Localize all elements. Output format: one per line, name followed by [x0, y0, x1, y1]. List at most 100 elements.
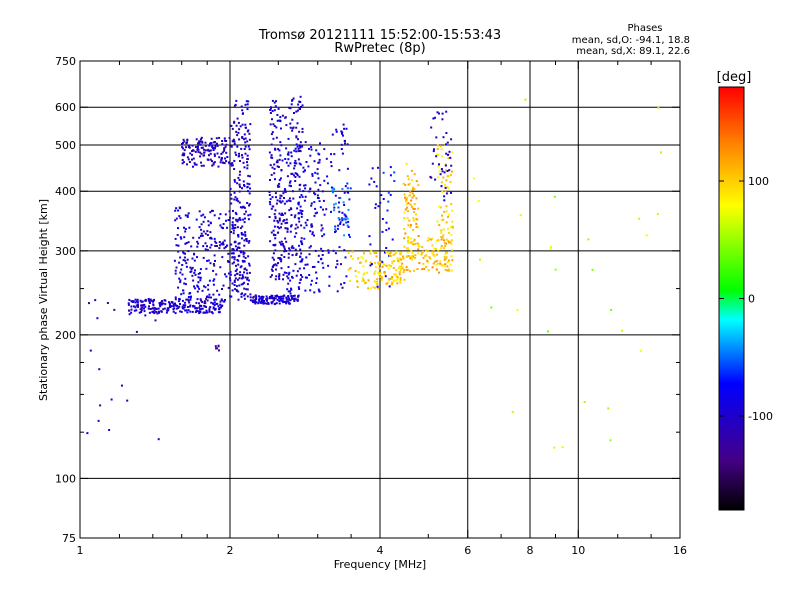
data-point [246, 288, 249, 291]
data-point [403, 193, 406, 196]
data-point [179, 279, 182, 282]
data-point [238, 201, 241, 204]
data-point [433, 247, 436, 250]
data-point [294, 297, 297, 300]
data-point [300, 237, 303, 240]
data-point [130, 305, 133, 308]
data-point [202, 213, 205, 216]
data-point [406, 255, 409, 258]
data-point [235, 153, 238, 156]
data-point [281, 114, 284, 117]
data-point [161, 300, 164, 302]
data-point [177, 209, 180, 212]
data-point [295, 223, 298, 226]
data-point [277, 221, 280, 224]
data-point [301, 131, 304, 133]
data-point [376, 285, 379, 288]
data-point [413, 194, 416, 197]
data-point [197, 150, 200, 153]
data-point [208, 310, 211, 313]
data-point [448, 232, 450, 234]
data-point [343, 213, 346, 216]
data-point [343, 127, 346, 130]
data-point [236, 134, 239, 137]
data-point [432, 262, 435, 265]
data-point [443, 228, 446, 231]
data-point [181, 264, 184, 266]
data-point [405, 203, 408, 206]
data-point [413, 173, 416, 176]
data-point [645, 234, 648, 237]
data-point [373, 280, 376, 283]
data-point [434, 116, 436, 119]
data-point [439, 206, 442, 209]
data-point [356, 286, 359, 289]
data-point [385, 221, 388, 224]
data-point [282, 278, 284, 281]
data-point [127, 302, 130, 305]
data-point [246, 283, 249, 286]
data-point [427, 269, 430, 272]
data-point [279, 298, 282, 301]
data-point [280, 144, 283, 147]
data-point [450, 226, 452, 228]
data-point [438, 112, 440, 115]
data-point [298, 267, 301, 270]
data-point [213, 141, 216, 143]
data-point [231, 262, 234, 265]
data-point [128, 298, 131, 301]
data-point [207, 224, 210, 227]
data-point [200, 152, 203, 155]
data-point [391, 260, 394, 263]
data-point [386, 209, 389, 212]
data-point [441, 112, 444, 115]
data-point [157, 307, 160, 310]
data-point [437, 239, 440, 242]
data-point [274, 209, 277, 212]
data-point [336, 290, 339, 293]
data-point [239, 218, 242, 221]
data-point [222, 223, 225, 225]
data-point [281, 200, 284, 203]
data-point [285, 218, 288, 221]
data-point [127, 303, 130, 306]
data-point [385, 264, 388, 267]
data-point [98, 368, 101, 371]
data-point [274, 178, 276, 181]
data-point [298, 188, 301, 191]
data-point [206, 149, 209, 152]
data-point [451, 151, 454, 154]
data-point [317, 288, 320, 291]
data-point [342, 201, 345, 204]
data-point [314, 171, 317, 174]
data-point [435, 155, 438, 158]
data-point [248, 262, 251, 265]
data-point [296, 270, 299, 273]
colorbar-tick-label: -100 [748, 410, 773, 423]
data-point [164, 299, 167, 302]
data-point [301, 275, 304, 278]
data-point [290, 295, 293, 297]
data-point [609, 439, 612, 442]
data-point [313, 234, 315, 237]
data-point [293, 294, 296, 297]
data-point [442, 218, 445, 221]
data-point [155, 310, 158, 313]
data-point [347, 220, 350, 223]
data-point [185, 298, 188, 301]
data-point [299, 205, 302, 208]
data-point [392, 267, 395, 269]
data-point [236, 289, 238, 292]
data-point [299, 141, 302, 144]
data-point [400, 265, 403, 268]
data-point [441, 190, 444, 193]
data-point [450, 239, 453, 242]
data-point [240, 147, 243, 150]
data-point [393, 180, 396, 182]
data-point [450, 269, 453, 272]
data-point [172, 310, 175, 313]
data-point [281, 159, 284, 162]
data-point [450, 242, 453, 245]
data-point [193, 259, 196, 262]
data-point [193, 271, 196, 274]
